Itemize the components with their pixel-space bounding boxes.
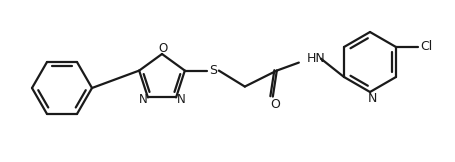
Text: N: N	[177, 93, 185, 106]
Text: HN: HN	[306, 52, 325, 65]
Text: N: N	[138, 93, 147, 106]
Text: Cl: Cl	[419, 40, 431, 53]
Text: S: S	[208, 64, 216, 77]
Text: N: N	[367, 93, 376, 105]
Text: O: O	[158, 42, 167, 56]
Text: O: O	[269, 98, 279, 111]
